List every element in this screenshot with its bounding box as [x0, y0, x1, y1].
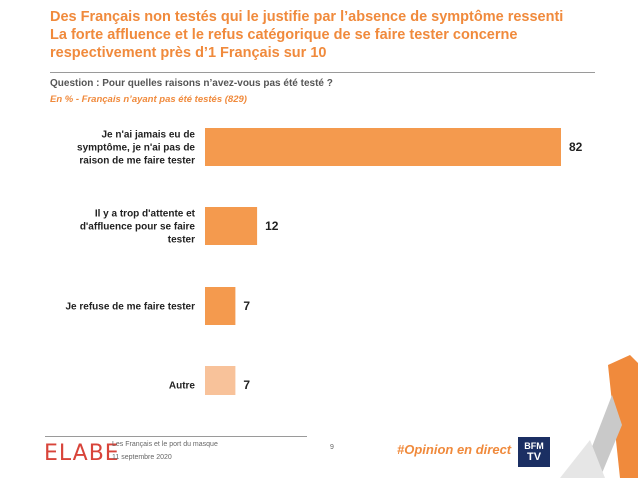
- category-label-4: Autre: [169, 381, 196, 392]
- elabe-logo: ELABE: [44, 441, 120, 466]
- category-label-3: Je refuse de me faire tester: [65, 302, 195, 313]
- category-label-line: Il y a trop d'attente et: [95, 209, 196, 220]
- category-label-line: raison de me faire tester: [79, 156, 195, 167]
- title-divider: [50, 72, 595, 73]
- page-number: 9: [330, 444, 334, 451]
- deco-light-stroke: [560, 440, 605, 478]
- title-line-3: respectivement près d’1 Français sur 10: [50, 45, 327, 61]
- category-label-line: d'affluence pour se faire: [80, 222, 196, 233]
- footer-divider: [45, 436, 307, 437]
- bar-3: [205, 287, 236, 325]
- bar-value-4: 7: [243, 378, 250, 392]
- bfm-logo-bottom: TV: [526, 451, 542, 463]
- footer-study-title: Les Français et le port du masque: [112, 441, 218, 448]
- title-line-2: La forte affluence et le refus catégoriq…: [50, 27, 518, 43]
- category-label-line: tester: [168, 235, 195, 246]
- deco-orange-stroke: [608, 355, 638, 478]
- category-label-1: Je n'ai jamais eu de symptôme, je n'ai pa…: [77, 130, 195, 167]
- question-text: Question : Pour quelles raisons n’avez-v…: [50, 78, 333, 89]
- bar-value-3: 7: [243, 299, 250, 313]
- bar-chart: 82 Je n'ai jamais eu de symptôme, je n'ai …: [65, 128, 583, 395]
- category-label-line: Je n'ai jamais eu de: [101, 130, 195, 141]
- bfm-tv-logo: BFM TV: [518, 437, 550, 467]
- category-label-line: Je refuse de me faire tester: [65, 302, 195, 313]
- category-label-line: symptôme, je n'ai pas de: [77, 143, 195, 154]
- footer-date: 11 septembre 2020: [112, 454, 172, 461]
- hashtag: #Opinion en direct: [397, 442, 512, 457]
- bar-1: [205, 128, 561, 166]
- bar-value-1: 82: [569, 140, 583, 154]
- category-label-line: Autre: [169, 381, 196, 392]
- bar-2: [205, 207, 258, 245]
- bfm-logo-top: BFM: [524, 441, 544, 451]
- title-line-1: Des Français non testés qui le justifie …: [50, 9, 564, 25]
- bar-4: [205, 366, 236, 395]
- bar-value-2: 12: [265, 219, 279, 233]
- page-title: Des Français non testés qui le justifie …: [50, 8, 610, 62]
- decorative-a-shape: [560, 355, 638, 478]
- base-text: En % - Français n’ayant pas été testés (…: [50, 94, 247, 105]
- category-label-2: Il y a trop d'attente et d'affluence pour…: [80, 209, 196, 246]
